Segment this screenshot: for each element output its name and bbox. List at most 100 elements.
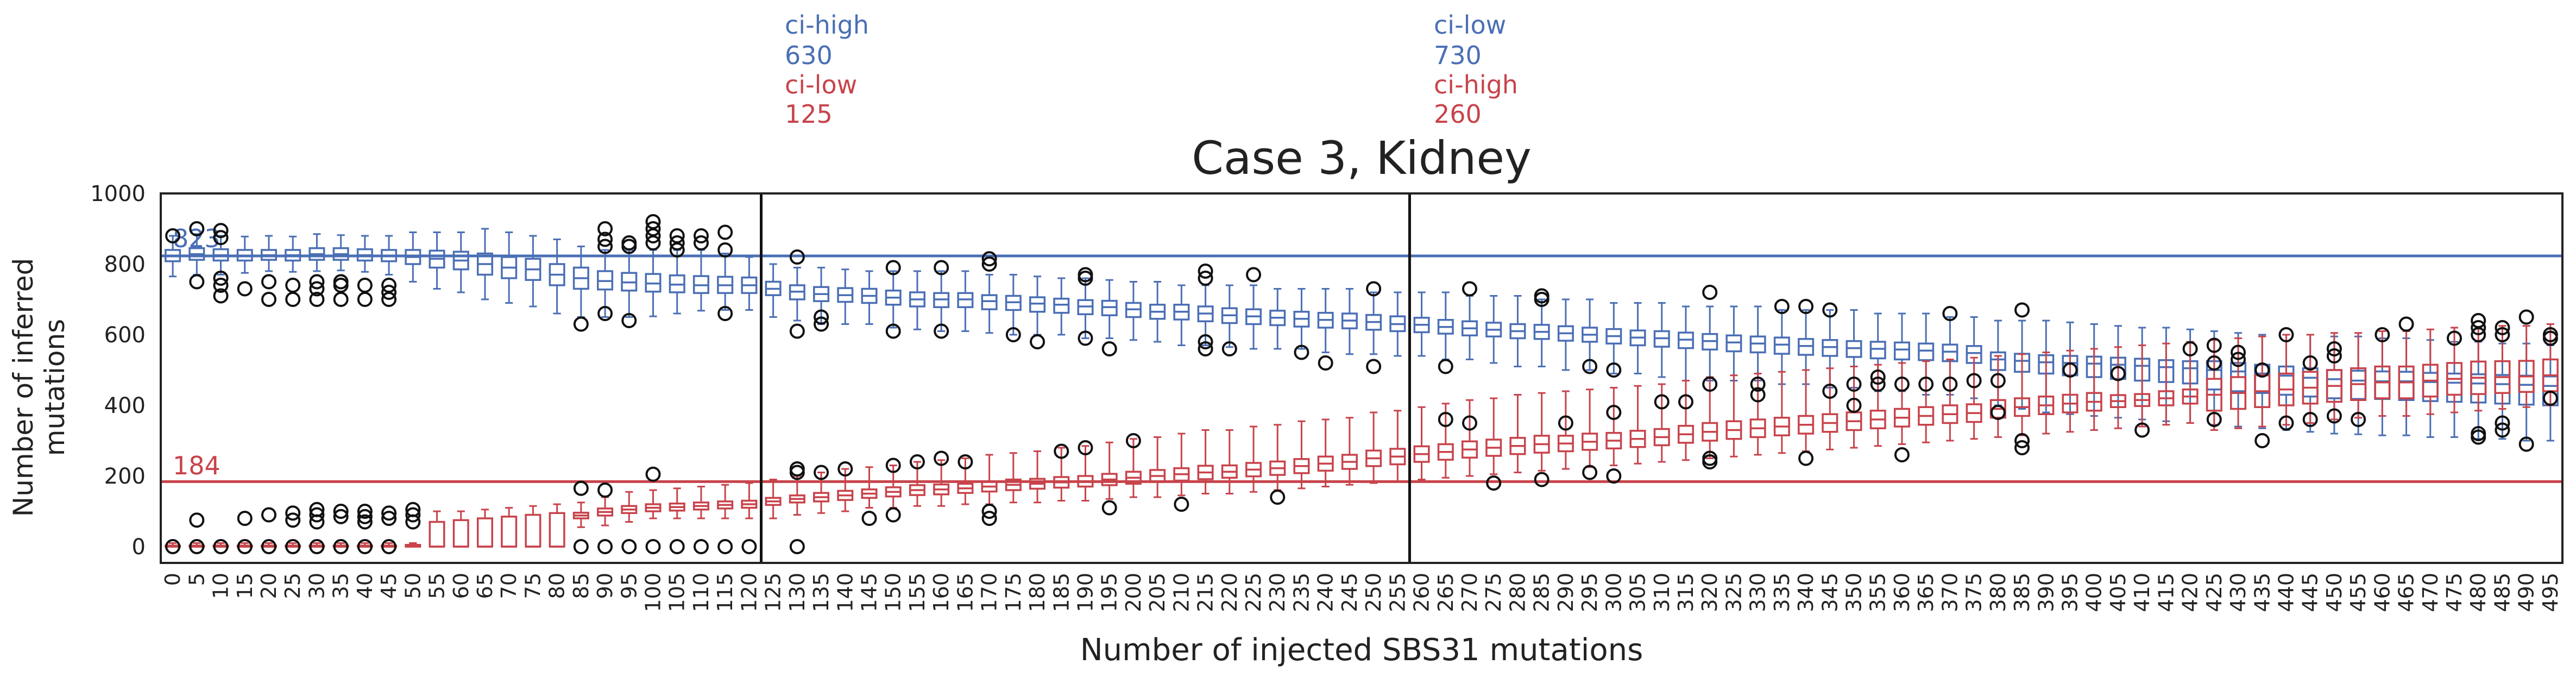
- box-95: [621, 491, 638, 523]
- x-tick-label: 195: [1098, 573, 1122, 612]
- outlier-point: [2375, 327, 2390, 342]
- outlier-point: [597, 221, 613, 236]
- x-tick-label: 450: [2322, 573, 2346, 612]
- x-tick-label: 330: [1746, 573, 1770, 612]
- x-tick-label: 480: [2466, 573, 2490, 612]
- outlier-point: [741, 539, 757, 554]
- outlier-point: [2471, 429, 2486, 445]
- outlier-point: [645, 235, 661, 250]
- outlier-point: [669, 539, 685, 554]
- box-35: [332, 234, 349, 272]
- x-tick-label: 135: [809, 573, 833, 612]
- outlier-point: [1534, 472, 1550, 487]
- box-345: [1822, 367, 1838, 450]
- outlier-point: [981, 256, 997, 272]
- outlier-point: [2495, 320, 2510, 335]
- outlier-point: [1582, 465, 1598, 480]
- box-225: [1245, 425, 1262, 493]
- outlier-point: [645, 466, 661, 482]
- x-tick-label: 115: [713, 573, 737, 612]
- x-tick-label: 250: [1362, 573, 1385, 612]
- outlier-point: [309, 292, 325, 307]
- box-100: [645, 249, 662, 317]
- outlier-point: [981, 511, 997, 526]
- x-tick-label: 375: [1962, 573, 1986, 612]
- x-tick-label: 5: [185, 573, 209, 586]
- x-tick-label: 320: [1698, 573, 1722, 612]
- box-15: [236, 235, 253, 274]
- box-105: [669, 487, 685, 519]
- outlier-point: [1822, 302, 1838, 318]
- box-420: [2182, 341, 2199, 424]
- box-220: [1221, 429, 1238, 494]
- box-260: [1413, 291, 1430, 357]
- box-350: [1846, 366, 1862, 449]
- box-80: [549, 239, 565, 315]
- box-iqr: [452, 519, 469, 548]
- box-50: [405, 231, 421, 283]
- box-165: [957, 270, 974, 332]
- y-tick-label: 1000: [90, 181, 146, 206]
- outlier-point: [357, 504, 373, 519]
- box-150: [885, 465, 902, 509]
- box-405: [2109, 346, 2126, 429]
- outlier-point: [405, 507, 421, 523]
- outlier-point: [885, 458, 901, 473]
- outlier-point: [789, 249, 805, 265]
- box-270: [1461, 295, 1478, 360]
- x-tick-label: 90: [593, 573, 617, 599]
- x-tick-label: 95: [617, 573, 641, 599]
- outlier-point: [333, 539, 349, 554]
- box-325: [1725, 374, 1742, 458]
- outlier-point: [309, 281, 325, 297]
- outlier-point: [2062, 362, 2078, 378]
- box-315: [1677, 380, 1694, 461]
- outlier-point: [2302, 355, 2318, 371]
- x-tick-label: 40: [353, 573, 377, 599]
- box-310: [1653, 383, 1670, 463]
- outlier-point: [693, 235, 709, 250]
- outlier-point: [717, 306, 733, 321]
- outlier-point: [261, 507, 276, 523]
- outlier-point: [693, 228, 709, 243]
- y-tick-label: 400: [104, 393, 146, 418]
- box-30: [308, 233, 325, 272]
- x-tick-label: 400: [2082, 573, 2106, 612]
- x-tick-label: 380: [1986, 573, 2010, 612]
- box-295: [1582, 389, 1598, 468]
- y-tick-label: 200: [104, 464, 146, 489]
- outlier-point: [2014, 440, 2030, 455]
- x-tick-label: 50: [401, 573, 425, 599]
- box-335: [1773, 309, 1790, 385]
- outlier-point: [981, 251, 997, 267]
- box-445: [2302, 334, 2319, 424]
- box-300: [1605, 302, 1622, 374]
- y-axis-label-line-2: mutations: [39, 319, 71, 456]
- box-115: [717, 253, 734, 311]
- boxes-layer: [165, 228, 2559, 548]
- annotation-1-line-1: ci-high: [785, 10, 869, 40]
- outlier-point: [1918, 377, 1934, 392]
- x-tick-label: 365: [1914, 573, 1938, 612]
- box-125: [765, 479, 782, 519]
- x-tick-label: 395: [2058, 573, 2082, 612]
- outlier-point: [2518, 309, 2534, 325]
- box-25: [285, 235, 301, 273]
- x-tick-label: 160: [929, 573, 953, 612]
- box-70: [501, 231, 518, 304]
- box-465: [2398, 330, 2415, 417]
- chart-title: Case 3, Kidney: [1192, 131, 1532, 185]
- x-tick-label: 465: [2395, 573, 2418, 612]
- x-tick-label: 490: [2515, 573, 2539, 612]
- x-tick-label: 80: [545, 573, 569, 599]
- outlier-point: [1462, 415, 1477, 431]
- box-395: [2062, 349, 2079, 433]
- x-tick-label: 290: [1554, 573, 1578, 612]
- outlier-point: [213, 539, 229, 554]
- outlier-point: [645, 539, 661, 554]
- outlier-point: [165, 228, 181, 243]
- reference-lines: [161, 254, 2562, 483]
- box-330: [1749, 373, 1766, 456]
- outlier-point: [1774, 299, 1790, 314]
- series-1-outliers: [165, 214, 2558, 392]
